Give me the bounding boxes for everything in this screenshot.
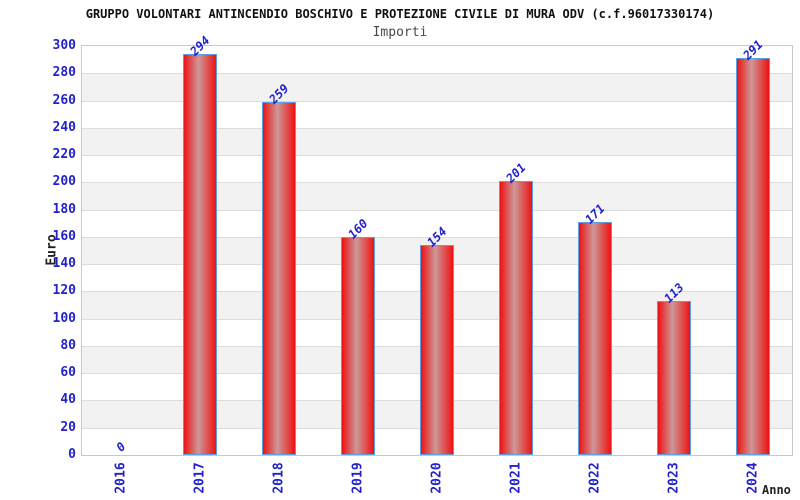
- gridline: [82, 209, 792, 211]
- bar: [183, 54, 218, 455]
- y-tick-label: 100: [52, 310, 76, 326]
- gridline: [82, 182, 792, 184]
- y-tick-label: 280: [52, 65, 76, 81]
- gridline: [82, 127, 792, 129]
- y-tick-label: 140: [52, 256, 76, 272]
- y-tick-label: 200: [52, 174, 76, 190]
- bar: [577, 221, 612, 455]
- gridline: [82, 236, 792, 238]
- plot-area: [81, 45, 793, 456]
- bar: [735, 58, 770, 455]
- x-tick-label: 2022: [587, 462, 603, 494]
- y-tick-label: 180: [52, 201, 76, 217]
- x-axis-label: Anno: [762, 483, 791, 497]
- x-tick-label: 2017: [192, 462, 208, 494]
- x-tick-label: 2018: [271, 462, 287, 494]
- bar: [498, 180, 533, 455]
- y-tick-label: 260: [52, 92, 76, 108]
- gridline: [82, 73, 792, 75]
- chart-title: GRUPPO VOLONTARI ANTINCENDIO BOSCHIVO E …: [85, 7, 715, 21]
- y-tick-label: 0: [68, 447, 76, 462]
- y-tick-label: 60: [60, 365, 76, 381]
- x-tick-label: 2023: [666, 462, 682, 494]
- gridline: [82, 100, 792, 102]
- y-tick-label: 220: [52, 147, 76, 163]
- y-tick-label: 120: [52, 283, 76, 299]
- bar: [262, 101, 297, 455]
- chart-subtitle: Importi: [372, 25, 428, 40]
- x-tick-label: 2020: [429, 462, 445, 494]
- x-tick-label: 2016: [113, 462, 129, 494]
- y-tick-label: 160: [52, 228, 76, 244]
- y-tick-label: 40: [60, 392, 76, 408]
- x-tick-label: 2019: [350, 462, 366, 494]
- x-tick-label: 2024: [745, 462, 761, 494]
- y-tick-label: 300: [52, 38, 76, 53]
- bar: [341, 236, 376, 455]
- y-tick-label: 20: [60, 419, 76, 435]
- x-tick-label: 2021: [508, 462, 524, 494]
- y-tick-label: 80: [60, 337, 76, 353]
- bar: [420, 245, 454, 455]
- bar: [656, 300, 691, 455]
- gridline: [82, 155, 792, 157]
- y-tick-label: 240: [52, 119, 76, 135]
